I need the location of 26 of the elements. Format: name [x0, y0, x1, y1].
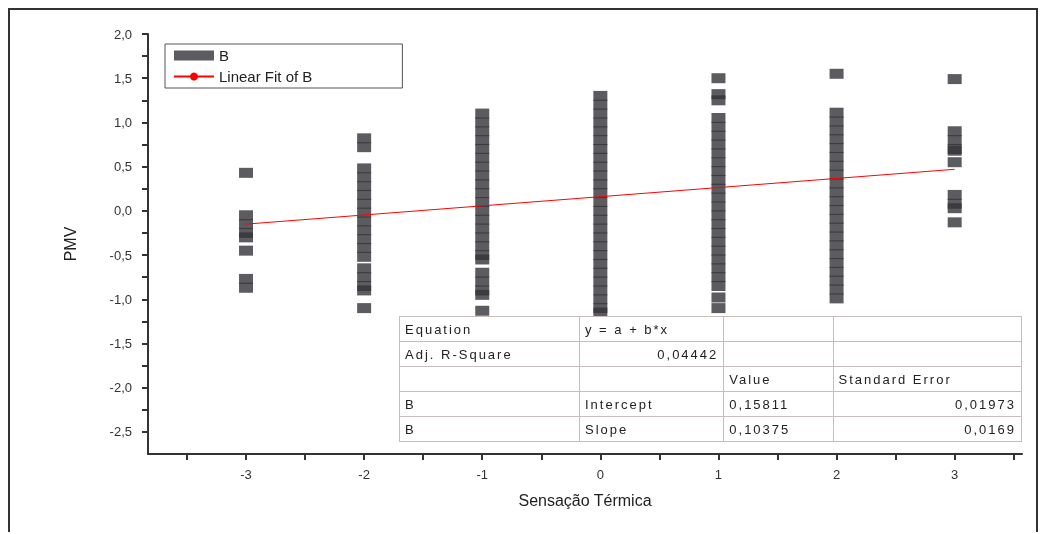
y-tick-label: 1,5 — [113, 70, 132, 86]
x-tick-label: 2 — [832, 467, 841, 482]
text: Equation y = a + b*x — [405, 321, 670, 337]
x-tick-label: -1 — [476, 467, 489, 482]
y-tick-label: -2,0 — [109, 380, 132, 396]
y-tick-label: -1,0 — [109, 291, 132, 307]
legend-label: Linear Fit of B — [219, 68, 313, 85]
x-tick-label: 1 — [714, 467, 723, 482]
x-tick-label: -3 — [240, 467, 252, 482]
x-axis-title: Sensação Térmica — [518, 491, 652, 509]
x-tick-label: -2 — [358, 467, 370, 482]
y-axis-title: PMV — [61, 226, 79, 262]
y-tick-label: -1,5 — [109, 335, 132, 351]
y-tick-label: 0,5 — [113, 159, 132, 175]
text: Value Standard Error — [729, 371, 952, 387]
y-tick-label: 0,0 — [113, 203, 132, 219]
y-tick-label: 2,0 — [113, 26, 132, 42]
x-tick-label: 3 — [951, 467, 959, 482]
text: B Slope 0,10375 0,0169 — [405, 421, 1016, 437]
y-tick-label: -0,5 — [109, 247, 132, 263]
text: B Intercept 0,15811 0,01973 — [405, 396, 1016, 412]
legend-label: B — [219, 47, 230, 64]
x-tick-label: 0 — [596, 467, 604, 482]
y-tick-label: 1,0 — [113, 114, 132, 130]
y-tick-label: -2,5 — [109, 424, 132, 440]
text: Adj. R-Square 0,04442 — [405, 346, 719, 362]
